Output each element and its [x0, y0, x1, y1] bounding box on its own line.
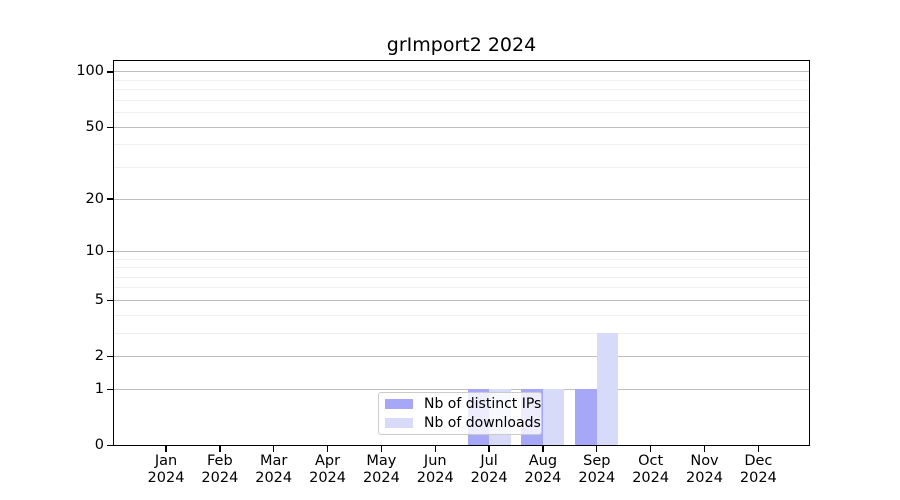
- y-tick-mark: [107, 388, 113, 391]
- y-tick-mark: [107, 299, 113, 302]
- gridline-minor: [113, 99, 810, 101]
- x-tick-label: Mar 2024: [255, 453, 293, 486]
- gridline-minor: [113, 112, 810, 114]
- y-tick-mark: [107, 198, 113, 200]
- legend-swatch-downloads: [385, 418, 413, 428]
- x-tick-label: Nov 2024: [686, 453, 723, 486]
- y-tick-mark: [107, 126, 113, 128]
- x-tick-mark: [488, 445, 490, 452]
- plot-area: [113, 60, 810, 446]
- gridline-major: [113, 250, 810, 252]
- legend: Nb of distinct IPs Nb of downloads: [378, 392, 542, 435]
- x-tick-label: Jan 2024: [147, 453, 185, 486]
- y-tick-label: 5: [94, 291, 104, 308]
- x-tick-mark: [380, 445, 383, 452]
- gridline-minor: [113, 287, 810, 289]
- x-tick-mark: [326, 445, 329, 452]
- legend-item-distinct-ips: Nb of distinct IPs: [385, 396, 541, 412]
- y-tick-label: 2: [94, 348, 104, 365]
- gridline-minor: [113, 79, 810, 81]
- x-tick-mark: [596, 445, 598, 452]
- y-tick-mark: [107, 250, 113, 253]
- y-tick-label: 20: [85, 190, 104, 207]
- y-tick-label: 1: [94, 380, 104, 397]
- gridline-minor: [113, 144, 810, 146]
- x-tick-label: Feb 2024: [201, 453, 239, 486]
- y-tick-mark: [107, 444, 113, 447]
- bar-downloads-aug: [542, 389, 565, 446]
- x-tick-label: Oct 2024: [632, 453, 670, 486]
- x-tick-label: Sep 2024: [578, 453, 616, 486]
- x-tick-label: Jul 2024: [470, 453, 508, 486]
- gridline-major: [113, 198, 810, 200]
- gridline-minor: [113, 89, 810, 91]
- x-tick-label: May 2024: [362, 453, 400, 486]
- gridline-minor: [113, 167, 810, 169]
- y-tick-label: 50: [85, 118, 104, 135]
- gridline-minor: [113, 267, 810, 269]
- gridline-minor: [113, 276, 810, 278]
- y-tick-label: 0: [94, 437, 104, 453]
- x-tick-mark: [542, 445, 544, 452]
- gridline-major: [113, 71, 810, 73]
- x-tick-mark: [757, 445, 760, 452]
- x-tick-label: Jun 2024: [416, 453, 454, 486]
- bar-distinct-ips-sep: [575, 389, 597, 446]
- x-tick-mark: [273, 445, 275, 452]
- x-tick-mark: [703, 445, 706, 452]
- legend-swatch-distinct-ips: [385, 399, 413, 409]
- legend-label-downloads: Nb of downloads: [424, 414, 541, 431]
- x-tick-mark: [434, 445, 436, 452]
- gridline-major: [113, 299, 810, 301]
- chart-title: grImport2 2024: [386, 34, 537, 56]
- bar-downloads-sep: [596, 333, 619, 446]
- legend-label-distinct-ips: Nb of distinct IPs: [424, 395, 542, 412]
- gridline-major: [113, 388, 810, 390]
- x-tick-label: Apr 2024: [309, 453, 346, 486]
- y-tick-mark: [107, 355, 113, 358]
- x-tick-mark: [649, 445, 652, 452]
- gridline-major: [113, 356, 810, 358]
- gridline-minor: [113, 332, 810, 334]
- gridline-major: [113, 126, 810, 128]
- y-tick-label: 100: [76, 63, 104, 80]
- x-tick-label: Aug 2024: [524, 453, 562, 486]
- y-tick-mark: [107, 71, 113, 73]
- legend-item-downloads: Nb of downloads: [385, 415, 541, 431]
- x-tick-label: Dec 2024: [739, 453, 777, 486]
- gridline-minor: [113, 314, 810, 316]
- x-tick-mark: [165, 445, 167, 452]
- y-tick-label: 10: [85, 242, 104, 259]
- x-tick-mark: [219, 445, 221, 452]
- gridline-minor: [113, 258, 810, 260]
